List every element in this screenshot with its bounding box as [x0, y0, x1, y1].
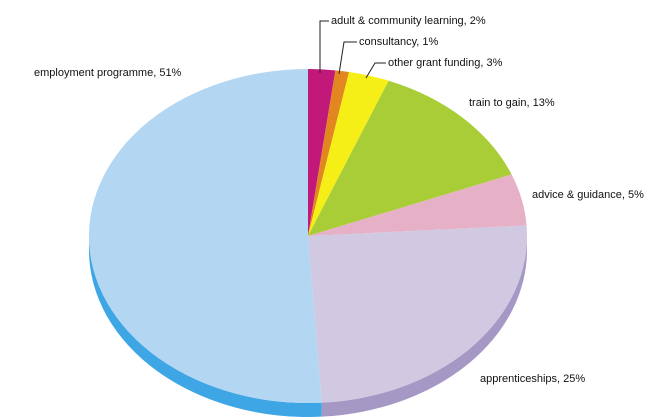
- slice-label-employment-programme: employment programme, 51%: [34, 67, 182, 79]
- leader-line-consultancy: [338, 41, 357, 75]
- pie-slice-advice-guidance: [308, 174, 527, 236]
- leader-line-adult-community-learning: [319, 20, 329, 73]
- pie-slice-consultancy: [308, 70, 350, 236]
- pie-slice-other-grant-funding: [308, 71, 389, 237]
- pie-side-walls: [89, 236, 527, 417]
- leader-line-other-grant-funding: [365, 62, 386, 79]
- slice-label-train-to-gain: train to gain, 13%: [469, 97, 555, 109]
- label-leaders: [319, 20, 386, 79]
- pie-side-apprenticeships: [321, 236, 527, 417]
- pie-slice-train-to-gain: [308, 80, 512, 236]
- pie-slices: [88, 69, 528, 403]
- slice-labels: adult & community learning, 2% consultan…: [34, 15, 644, 385]
- slice-label-advice-guidance: advice & guidance, 5%: [532, 189, 644, 201]
- slice-label-apprenticeships: apprenticeships, 25%: [480, 373, 585, 385]
- pie-slice-apprenticeships: [308, 225, 528, 403]
- slice-label-adult-community-learning: adult & community learning, 2%: [331, 15, 486, 27]
- pie-slice-adult-community-learning: [308, 69, 336, 236]
- slice-label-consultancy: consultancy, 1%: [359, 36, 439, 48]
- slice-label-other-grant-funding: other grant funding, 3%: [388, 57, 503, 69]
- pie-slice-employment-programme: [88, 69, 322, 403]
